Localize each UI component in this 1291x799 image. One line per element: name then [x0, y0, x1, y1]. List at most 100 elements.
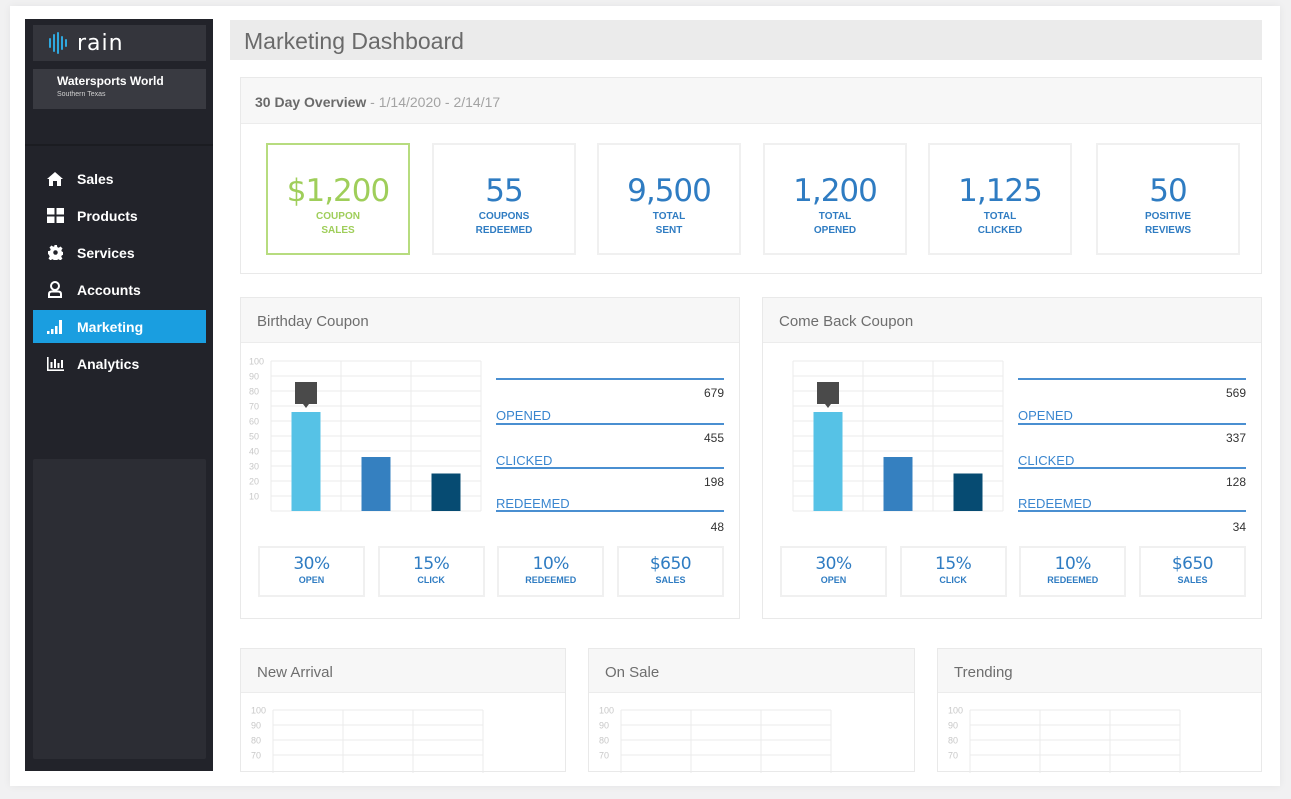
- sidebar-item-label: Products: [77, 207, 138, 224]
- kpi-coupon-sales[interactable]: $1,200 COUPON SALES: [266, 143, 410, 255]
- kpi-label: SENT: [655, 225, 683, 236]
- trending-card: Trending 70 80 90 100: [937, 648, 1262, 773]
- coupon-stats: 569 OPENED 337 CLICKED 128 REDEEMED 34: [1018, 378, 1246, 556]
- kpi-label: TOTAL: [652, 211, 686, 222]
- bar-redeemed: [431, 473, 461, 511]
- metric-value: 30%: [815, 554, 852, 574]
- sidebar-divider: [25, 144, 213, 146]
- tooltip-pointer: [303, 404, 309, 408]
- y-tick-label: 100: [948, 706, 963, 716]
- tooltip-pointer: [825, 404, 831, 408]
- y-tick-label: 80: [249, 387, 259, 397]
- sidebar-item-services[interactable]: Services: [33, 236, 206, 269]
- y-tick-label: 50: [249, 432, 259, 442]
- kpi-label: REDEEMED: [475, 225, 533, 236]
- stat-redeemed: 128 REDEEMED: [1018, 467, 1246, 512]
- stat-value: 455: [703, 430, 724, 445]
- come-back-coupon-card: Come Back Coupon 569 OPENED 337 CLICKED …: [762, 297, 1262, 619]
- stat-redeemed: 198 REDEEMED: [496, 467, 724, 512]
- y-tick-label: 100: [599, 706, 614, 716]
- on-sale-card: On Sale 70 80 90 100: [588, 648, 915, 773]
- bar-redeemed: [953, 473, 983, 511]
- sidebar-item-marketing[interactable]: Marketing: [33, 310, 206, 343]
- kpi-value: 55: [485, 173, 523, 209]
- card-title: Birthday Coupon: [241, 298, 739, 343]
- stat-divider: [496, 422, 724, 425]
- metric-click[interactable]: 15% CLICK: [377, 546, 485, 597]
- kpi-total-sent[interactable]: 9,500 TOTAL SENT: [597, 143, 741, 255]
- kpi-label: CLICKED: [977, 225, 1023, 236]
- metric-value: 15%: [935, 554, 972, 574]
- y-tick-label: 10: [249, 492, 259, 502]
- kpi-total-clicked[interactable]: 1,125 TOTAL CLICKED: [928, 143, 1072, 255]
- kpi-label: TOTAL: [983, 211, 1017, 222]
- stat-divider: [496, 467, 724, 469]
- kpi-label: OPENED: [813, 225, 857, 236]
- stat-clicked: 455 CLICKED: [496, 422, 724, 468]
- sidebar-item-label: Services: [77, 244, 135, 261]
- metric-value: $650: [1171, 554, 1214, 574]
- metric-sales[interactable]: $650 SALES: [1138, 546, 1246, 597]
- metric-open[interactable]: 30% OPEN: [258, 546, 365, 597]
- new-arrival-chart: 70 80 90 100: [251, 706, 484, 773]
- sidebar-item-label: Sales: [77, 170, 114, 187]
- metric-open[interactable]: 30% OPEN: [780, 546, 887, 597]
- bar-chart: 10 20 30 40 50 60 70 80 90 100: [249, 357, 482, 512]
- organization-selector[interactable]: Watersports World Southern Texas: [33, 69, 206, 109]
- metric-label: REDEEMED: [1047, 575, 1099, 585]
- logo-text: rain: [77, 30, 124, 56]
- organization-region: Southern Texas: [57, 91, 106, 98]
- coupon-stats: 679 OPENED 455 CLICKED 198 REDEEMED 48: [496, 378, 724, 556]
- kpi-total-opened[interactable]: 1,200 TOTAL OPENED: [763, 143, 907, 255]
- page-title: Marketing Dashboard: [244, 28, 464, 54]
- metric-sales[interactable]: $650 SALES: [616, 546, 724, 597]
- card-title: Trending: [938, 649, 1261, 693]
- signal-bars-icon: [45, 319, 65, 335]
- stat-label: OPENED: [496, 408, 551, 423]
- stat-label: REDEEMED: [496, 496, 570, 511]
- birthday-coupon-chart: 10 20 30 40 50 60 70 80 90 100: [241, 343, 491, 533]
- logo[interactable]: rain: [33, 25, 206, 61]
- stat-divider: [496, 509, 724, 512]
- y-tick-label: 30: [249, 462, 259, 472]
- stat-label: CLICKED: [496, 452, 553, 468]
- sidebar-item-accounts[interactable]: Accounts: [33, 273, 206, 306]
- kpi-label: TOTAL: [818, 211, 852, 222]
- y-tick-label: 70: [249, 402, 259, 412]
- stat-final: 34: [1018, 509, 1246, 557]
- metric-label: REDEEMED: [525, 575, 577, 585]
- sidebar-nav: Sales Products Services Accounts Marketi…: [33, 162, 206, 384]
- stat-opened: 569 OPENED: [1018, 378, 1246, 423]
- y-tick-label: 70: [251, 751, 261, 761]
- bar-chart: [792, 360, 1004, 512]
- bar-clicked: [361, 457, 391, 511]
- kpi-label: COUPONS: [478, 211, 530, 222]
- bar-opened: [291, 412, 321, 511]
- overview-title: 30 Day Overview: [255, 94, 367, 110]
- stat-divider: [496, 378, 724, 380]
- bar-chart-icon: [45, 356, 65, 372]
- kpi-label: POSITIVE: [1144, 211, 1192, 222]
- kpi-positive-reviews[interactable]: 50 POSITIVE REVIEWS: [1096, 143, 1240, 255]
- overview-header: 30 Day Overview - 1/14/2020 - 2/14/17: [241, 78, 1261, 124]
- sidebar-item-products[interactable]: Products: [33, 199, 206, 232]
- metric-value: $650: [649, 554, 692, 574]
- kpi-coupons-redeemed[interactable]: 55 COUPONS REDEEMED: [432, 143, 576, 255]
- metric-redeemed[interactable]: 10% REDEEMED: [497, 546, 605, 597]
- y-tick-label: 60: [249, 417, 259, 427]
- metric-redeemed[interactable]: 10% REDEEMED: [1019, 546, 1127, 597]
- y-tick-label: 40: [249, 447, 259, 457]
- sidebar-item-sales[interactable]: Sales: [33, 162, 206, 195]
- card-title: On Sale: [589, 649, 914, 693]
- y-tick-label: 90: [948, 721, 958, 731]
- stat-value: 679: [703, 386, 724, 400]
- sidebar-panel: [33, 459, 206, 759]
- bar-tooltip-marker: [295, 382, 317, 404]
- metric-click[interactable]: 15% CLICK: [899, 546, 1007, 597]
- metric-value: 15%: [413, 554, 450, 574]
- y-tick-label: 90: [251, 721, 261, 731]
- metric-value: 30%: [293, 554, 330, 574]
- sidebar-item-analytics[interactable]: Analytics: [33, 347, 206, 380]
- metric-label: OPEN: [820, 575, 847, 585]
- y-tick-label: 70: [948, 751, 958, 761]
